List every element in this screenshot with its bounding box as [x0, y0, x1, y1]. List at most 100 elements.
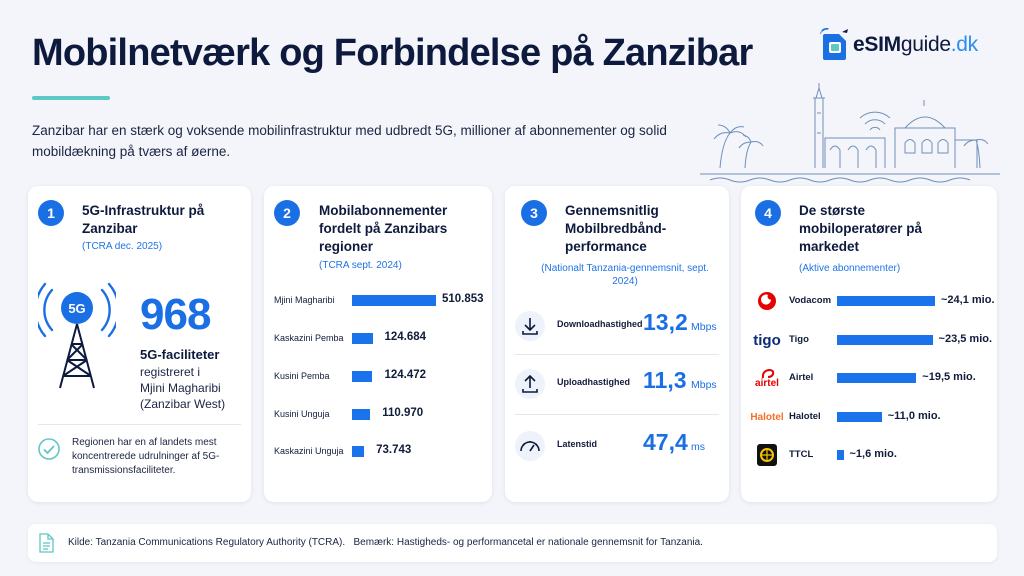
card-subtitle: (TCRA dec. 2025) — [82, 241, 163, 252]
subscriptions-bar-chart: Mjini Magharibi 510.853 Kaskazini Pemba 124… — [264, 286, 492, 466]
subscriptions-category-label: Kaskazini Pemba — [274, 333, 344, 343]
gauge-icon — [515, 431, 545, 461]
subscriptions-bar — [352, 409, 371, 420]
5g-facilities-desc-2: Mjini Magharibi — [140, 381, 221, 395]
operator-bar — [837, 412, 882, 422]
zanzibar-skyline-illustration — [700, 83, 1000, 183]
latency-label: Latenstid — [557, 439, 598, 449]
download-label: Downloadhastighed — [557, 319, 643, 329]
operator-bar-row: Tigo ~23,5 mio. — [741, 329, 997, 351]
latency-value: 47,4 — [643, 429, 688, 455]
card-number-badge: 3 — [521, 200, 547, 226]
operator-bar — [837, 335, 933, 345]
footer-text: Kilde: Tanzania Communications Regulator… — [68, 537, 703, 548]
airtel-logo: airtel — [749, 367, 785, 389]
operator-value-label: ~11,0 mio. — [887, 410, 941, 422]
subscriptions-bar — [352, 295, 436, 306]
operator-bar-row: Airtel ~19,5 mio. — [741, 367, 997, 389]
card-subscriptions: 2 Mobilabonnementer fordelt på Zanzibars… — [264, 186, 492, 502]
halotel-logo: Halotel — [750, 411, 784, 423]
5g-facilities-label: 5G-faciliteter — [140, 347, 220, 362]
card-subtitle: (TCRA sept. 2024) — [319, 260, 402, 271]
5g-facilities-desc-1: registreret i — [140, 365, 201, 379]
operator-name-label: Tigo — [789, 334, 809, 345]
title-underline — [32, 96, 110, 100]
card-number-badge: 4 — [755, 200, 781, 226]
footer-note: Bemærk: Hastigheds- og performancetal er… — [353, 537, 703, 548]
upload-icon — [515, 369, 545, 399]
card-broadband-performance: 3 Gennemsnitlig Mobilbredbånd-performanc… — [505, 186, 729, 502]
sim-card-icon — [819, 27, 850, 62]
subscriptions-category-label: Kusini Unguja — [274, 409, 330, 419]
5g-facilities-desc-3: (Zanzibar West) — [140, 397, 226, 411]
subscriptions-bar — [352, 446, 365, 457]
card-5g-infrastructure: 1 5G-Infrastruktur på Zanzibar (TCRA dec… — [28, 186, 251, 502]
card-title: Mobilabonnementer fordelt på Zanzibars r… — [319, 203, 448, 254]
subscriptions-value-label: 124.472 — [384, 369, 427, 381]
card-subtitle: (Nationalt Tanzania-gennemsnit, sept. 20… — [541, 263, 709, 287]
logo-wordmark: eSIMguide.dk — [853, 33, 978, 56]
operator-value-label: ~24,1 mio. — [941, 294, 995, 306]
download-unit: Mbps — [691, 321, 717, 333]
operator-bar — [837, 450, 844, 460]
operator-name-label: Halotel — [789, 411, 821, 422]
operator-bar-row: Vodacom ~24,1 mio. — [741, 290, 997, 312]
subscriptions-bar — [352, 371, 373, 382]
card-title: De største mobiloperatører på markedet — [799, 203, 923, 254]
operator-name-label: Airtel — [789, 372, 814, 383]
subscriptions-value-label: 124.684 — [384, 331, 427, 343]
card-divider — [38, 424, 241, 425]
operator-bar — [837, 373, 917, 383]
operator-value-label: ~19,5 mio. — [922, 371, 976, 383]
subscriptions-category-label: Kaskazini Unguja — [274, 446, 344, 456]
intro-text: Zanzibar har en stærk og voksende mobili… — [32, 123, 667, 159]
card-number-badge: 1 — [38, 200, 64, 226]
operator-bar-row: TTCL ~1,6 mio. — [741, 444, 997, 466]
footer-source: Kilde: Tanzania Communications Regulator… — [68, 537, 346, 548]
subscriptions-bar-row: Kaskazini Pemba 124.684 — [264, 330, 492, 346]
source-footer: Kilde: Tanzania Communications Regulator… — [28, 524, 997, 562]
subscriptions-bar-row: Kusini Pemba 124.472 — [264, 368, 492, 384]
operators-bar-chart: Vodacom ~24,1 mio. Tigo ~23,5 mio. Airtel ~19… — [741, 186, 997, 502]
operator-bar — [837, 296, 935, 306]
subscriptions-bar-row: Kusini Unguja 110.970 — [264, 406, 492, 422]
subscriptions-bar-row: Kaskazini Unguja 73.743 — [264, 443, 492, 459]
download-value: 13,2 — [643, 309, 688, 335]
upload-value: 11,3 — [643, 367, 687, 393]
operator-bar-row: Halotel ~11,0 mio. — [741, 406, 997, 428]
tigo-logo: tigo — [753, 331, 781, 349]
subscriptions-category-label: Kusini Pemba — [274, 371, 330, 381]
row-divider — [515, 414, 719, 415]
card-number-badge: 2 — [274, 200, 300, 226]
svg-text:5G: 5G — [68, 301, 85, 316]
card-subtitle: (Aktive abonnementer) — [799, 263, 901, 274]
download-row: Downloadhastighed 13,2 Mbps — [505, 304, 729, 348]
vodacom-logo — [749, 290, 785, 312]
latency-row: Latenstid 47,4 ms — [505, 424, 729, 468]
subscriptions-value-label: 510.853 — [442, 293, 484, 305]
download-icon — [515, 311, 545, 341]
card-operators: 4 De største mobiloperatører på markedet… — [741, 186, 997, 502]
5g-facilities-count: 968 — [140, 290, 211, 339]
subscriptions-category-label: Mjini Magharibi — [274, 295, 335, 305]
operator-name-label: Vodacom — [789, 295, 832, 306]
card-title: 5G-Infrastruktur på Zanzibar — [82, 203, 205, 236]
upload-label: Uploadhastighed — [557, 377, 631, 387]
page-title: Mobilnetværk og Forbindelse på Zanzibar — [32, 32, 753, 74]
ttcl-logo — [749, 444, 785, 466]
card-title: Gennemsnitlig Mobilbredbånd-performance — [565, 203, 667, 254]
upload-row: Uploadhastighed 11,3 Mbps — [505, 362, 729, 406]
check-circle-icon — [38, 438, 60, 460]
upload-unit: Mbps — [691, 379, 717, 391]
brand-logo[interactable]: eSIMguide.dk — [819, 24, 978, 66]
subscriptions-bar — [352, 333, 373, 344]
subscriptions-bar-row: Mjini Magharibi 510.853 — [264, 292, 492, 308]
latency-unit: ms — [691, 441, 705, 453]
operator-value-label: ~23,5 mio. — [938, 333, 993, 345]
document-icon — [39, 533, 54, 553]
subscriptions-value-label: 110.970 — [382, 407, 424, 419]
operator-name-label: TTCL — [789, 449, 814, 460]
region-note: Regionen har en af landets mest koncentr… — [72, 437, 220, 476]
subscriptions-value-label: 73.743 — [376, 444, 412, 456]
operator-value-label: ~1,6 mio. — [849, 448, 897, 460]
